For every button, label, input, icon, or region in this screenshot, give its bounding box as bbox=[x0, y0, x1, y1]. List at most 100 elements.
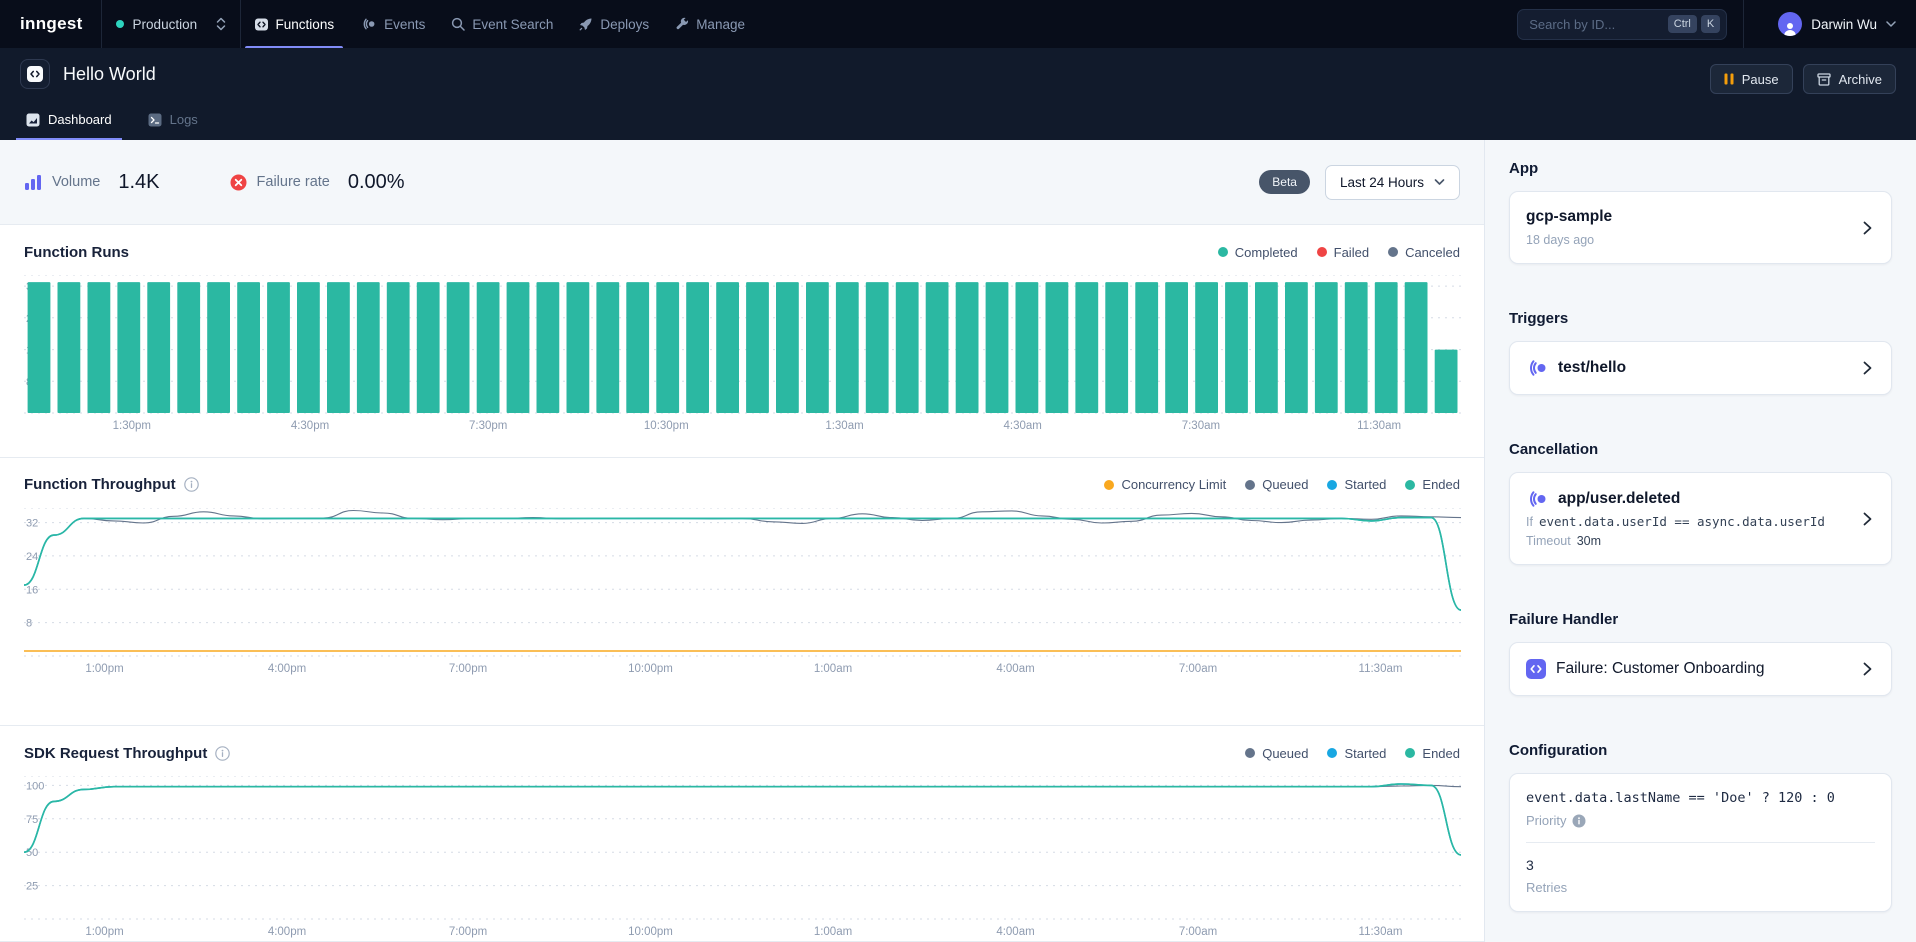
info-icon[interactable] bbox=[184, 477, 199, 492]
function-runs-panel: Function Runs CompletedFailedCanceled 81… bbox=[0, 225, 1484, 458]
details-sidebar: App gcp-sample 18 days ago Triggers test… bbox=[1485, 140, 1916, 942]
bar bbox=[267, 282, 290, 413]
app-card[interactable]: gcp-sample 18 days ago bbox=[1509, 191, 1892, 264]
y-tick-label: 100 bbox=[26, 780, 44, 792]
nav-item-event-search[interactable]: Event Search bbox=[438, 0, 566, 48]
function-runs-chart[interactable]: 81624321:30pm4:30pm7:30pm10:30pm1:30am4:… bbox=[24, 275, 1461, 435]
chevron-right-icon bbox=[1860, 511, 1875, 527]
chart-legend: Concurrency LimitQueuedStartedEnded bbox=[1104, 477, 1460, 492]
rocket-icon bbox=[579, 17, 593, 31]
cancellation-card[interactable]: app/user.deleted If event.data.userId ==… bbox=[1509, 472, 1892, 565]
legend-item: Failed bbox=[1317, 245, 1369, 260]
bar bbox=[776, 282, 799, 413]
bar bbox=[117, 282, 140, 413]
series-line-queued bbox=[24, 785, 1461, 852]
legend-dot bbox=[1327, 748, 1337, 758]
failure-handler-card[interactable]: Failure: Customer Onboarding bbox=[1509, 642, 1892, 696]
top-nav: inngest Production Functions Events Even… bbox=[0, 0, 1916, 48]
triggers-heading: Triggers bbox=[1509, 310, 1892, 327]
nav-item-functions[interactable]: Functions bbox=[241, 0, 348, 48]
failure-rate-stat: Failure rate 0.00% bbox=[230, 171, 405, 194]
divider bbox=[1526, 842, 1875, 843]
bar bbox=[1285, 282, 1308, 413]
tab-logs[interactable]: Logs bbox=[138, 106, 208, 140]
page-title: Hello World bbox=[63, 64, 156, 85]
nav-item-label: Deploys bbox=[600, 17, 649, 32]
if-label: If bbox=[1526, 515, 1533, 529]
bar bbox=[866, 282, 889, 413]
sdk-request-throughput-panel: SDK Request Throughput QueuedStartedEnde… bbox=[0, 726, 1484, 942]
bar bbox=[417, 282, 440, 413]
x-tick-label: 1:30am bbox=[825, 420, 863, 432]
chart-title: Function Runs bbox=[24, 244, 129, 261]
search-input[interactable]: Search by ID... Ctrl K bbox=[1517, 9, 1727, 40]
code-icon bbox=[27, 66, 43, 82]
archive-icon bbox=[1817, 73, 1831, 86]
nav-item-label: Manage bbox=[696, 17, 745, 32]
function-header: Hello World Pause Archive Dashboard Logs bbox=[0, 48, 1916, 140]
y-tick-label: 75 bbox=[26, 814, 38, 826]
failure-x-icon bbox=[230, 174, 247, 191]
y-tick-label: 16 bbox=[26, 584, 38, 596]
archive-button[interactable]: Archive bbox=[1803, 64, 1896, 94]
chevron-right-icon bbox=[1860, 220, 1875, 236]
legend-dot bbox=[1104, 480, 1114, 490]
info-icon[interactable] bbox=[1572, 814, 1586, 828]
x-tick-label: 1:00pm bbox=[85, 926, 123, 938]
bars-group bbox=[28, 282, 1458, 413]
series-line-ended bbox=[24, 784, 1461, 855]
priority-expression: event.data.lastName == 'Doe' ? 120 : 0 bbox=[1526, 790, 1875, 806]
cancellation-heading: Cancellation bbox=[1509, 441, 1892, 458]
kbd-ctrl: Ctrl bbox=[1668, 15, 1697, 33]
app-age: 18 days ago bbox=[1526, 233, 1612, 247]
env-switcher[interactable]: Production bbox=[102, 0, 240, 48]
configuration-heading: Configuration bbox=[1509, 742, 1892, 759]
trigger-card[interactable]: test/hello bbox=[1509, 341, 1892, 395]
volume-label: Volume bbox=[52, 174, 100, 190]
legend-item: Completed bbox=[1218, 245, 1298, 260]
logo[interactable]: inngest bbox=[0, 0, 101, 48]
x-tick-label: 1:00pm bbox=[85, 663, 123, 675]
x-tick-label: 4:00am bbox=[996, 926, 1034, 938]
pause-button[interactable]: Pause bbox=[1710, 64, 1793, 94]
info-icon[interactable] bbox=[215, 746, 230, 761]
bar bbox=[537, 282, 560, 413]
chart-title: SDK Request Throughput bbox=[24, 745, 207, 762]
bar bbox=[1135, 282, 1158, 413]
series-line-queued bbox=[24, 510, 1461, 585]
x-tick-label: 7:00am bbox=[1179, 926, 1217, 938]
tab-label: Dashboard bbox=[48, 112, 112, 127]
sdk-request-throughput-chart[interactable]: 2550751001:00pm4:00pm7:00pm10:00pm1:00am… bbox=[24, 776, 1461, 941]
time-range-select[interactable]: Last 24 Hours bbox=[1325, 165, 1460, 200]
bar bbox=[656, 282, 679, 413]
bar bbox=[896, 282, 919, 413]
nav-item-manage[interactable]: Manage bbox=[662, 0, 758, 48]
x-tick-label: 1:00am bbox=[814, 663, 852, 675]
y-tick-label: 24 bbox=[26, 551, 38, 563]
nav-item-events[interactable]: Events bbox=[347, 0, 438, 48]
series-line-ended bbox=[24, 517, 1461, 610]
cancellation-expression: event.data.userId == async.data.userId bbox=[1539, 514, 1825, 529]
bar bbox=[297, 282, 320, 413]
x-tick-label: 11:30am bbox=[1359, 926, 1403, 938]
user-name: Darwin Wu bbox=[1811, 17, 1877, 32]
user-menu[interactable]: Darwin Wu bbox=[1760, 0, 1916, 48]
x-tick-label: 11:30am bbox=[1359, 663, 1403, 675]
y-tick-label: 50 bbox=[26, 847, 38, 859]
chevron-down-icon bbox=[1434, 179, 1445, 186]
y-tick-label: 8 bbox=[26, 617, 32, 629]
nav-item-deploys[interactable]: Deploys bbox=[566, 0, 662, 48]
bar bbox=[28, 282, 51, 413]
tab-dashboard[interactable]: Dashboard bbox=[16, 106, 122, 140]
events-icon bbox=[360, 17, 377, 31]
chevron-updown-icon bbox=[216, 17, 226, 31]
time-range-value: Last 24 Hours bbox=[1340, 175, 1424, 190]
bar bbox=[1225, 282, 1248, 413]
x-tick-label: 10:30pm bbox=[644, 420, 689, 432]
event-trigger-icon bbox=[1526, 358, 1548, 378]
bar bbox=[986, 282, 1009, 413]
chevron-down-icon bbox=[1886, 21, 1896, 28]
x-tick-label: 7:00am bbox=[1179, 663, 1217, 675]
bar bbox=[477, 282, 500, 413]
function-throughput-chart[interactable]: 81624321:00pm4:00pm7:00pm10:00pm1:00am4:… bbox=[24, 508, 1461, 678]
